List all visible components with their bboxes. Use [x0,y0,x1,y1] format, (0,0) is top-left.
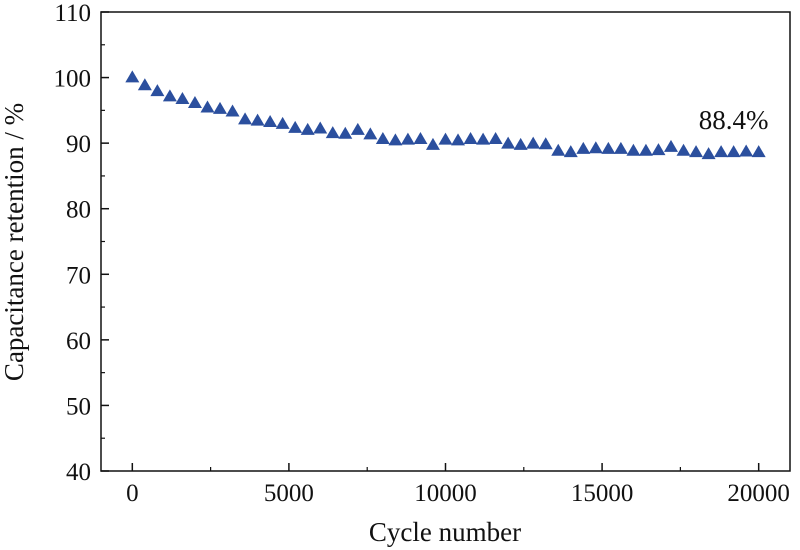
triangle-marker [413,132,428,145]
triangle-marker [300,122,315,135]
y-tick-label: 90 [66,131,91,158]
triangle-marker [350,122,365,135]
y-tick-label: 100 [54,66,92,93]
triangle-marker [263,114,278,127]
triangle-marker [626,143,641,156]
triangle-marker [651,143,666,156]
x-tick-label: 20000 [727,480,790,507]
triangle-marker [488,132,503,145]
y-axis-title: Capacitance retention / % [0,103,29,381]
triangle-marker [638,143,653,156]
triangle-marker [200,100,215,113]
triangle-marker [187,95,202,108]
triangle-marker [676,143,691,156]
y-tick-label: 70 [66,262,91,289]
triangle-marker [739,144,754,157]
y-tick-label: 50 [66,393,91,420]
triangle-marker [751,145,766,158]
triangle-marker [162,89,177,102]
triangle-marker [513,137,528,150]
triangle-marker [425,137,440,150]
triangle-marker [714,145,729,158]
triangle-marker [225,104,240,117]
x-tick-label: 10000 [414,480,477,507]
triangle-marker [388,133,403,146]
triangle-marker [588,141,603,154]
triangle-marker [250,113,265,126]
y-tick-label: 110 [54,0,91,27]
triangle-marker [313,121,328,134]
triangle-marker [701,147,716,160]
triangle-marker [601,141,616,154]
triangle-marker [551,143,566,156]
triangle-marker [150,84,165,97]
triangle-marker [238,112,253,125]
triangle-marker [275,116,290,129]
triangle-marker [375,132,390,145]
annotation-final-retention: 88.4% [699,105,769,135]
plot-frame [100,11,791,472]
triangle-marker [400,132,415,145]
triangle-marker [451,133,466,146]
y-tick-label: 80 [66,197,91,224]
x-tick-label: 0 [126,480,139,507]
y-tick-label: 60 [66,328,91,355]
triangle-marker [663,139,678,152]
x-tick-label: 5000 [264,480,314,507]
triangle-marker [538,137,553,150]
triangle-marker [476,132,491,145]
triangle-marker [501,136,516,149]
x-axis-title: Cycle number [369,517,521,547]
triangle-marker [338,126,353,139]
triangle-marker [563,145,578,158]
triangle-marker [213,101,228,114]
triangle-marker [613,141,628,154]
triangle-marker [526,136,541,149]
y-tick-label: 40 [66,459,91,486]
triangle-marker [463,132,478,145]
triangle-marker [125,70,140,83]
data-points [125,70,766,160]
triangle-marker [175,92,190,105]
triangle-marker [363,127,378,140]
triangle-marker [438,132,453,145]
triangle-marker [576,141,591,154]
axis-ticks: 0 5000 10000 15000 20000 40 50 60 70 80 90 100 110 [54,0,790,507]
triangle-marker [325,126,340,139]
triangle-marker [726,145,741,158]
triangle-marker [288,120,303,133]
triangle-marker [137,78,152,91]
triangle-marker [689,145,704,158]
x-tick-label: 15000 [571,480,634,507]
